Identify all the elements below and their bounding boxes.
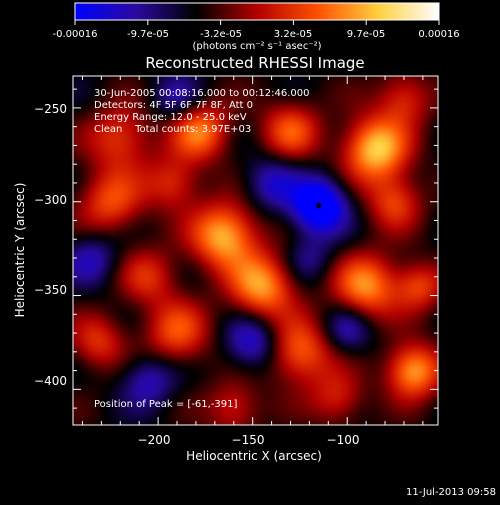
- colorbar-tick-label: 0.00016: [418, 29, 459, 40]
- peak-dot: [316, 202, 322, 208]
- colorbar-units: (photons cm⁻² s⁻¹ asec⁻²): [192, 41, 321, 52]
- colorbar-tick-label: 3.2e-05: [274, 29, 312, 40]
- peak-marker: [316, 202, 322, 208]
- plot-frame: [72, 75, 439, 426]
- plot-timestamp: 11-Jul-2013 09:58: [406, 487, 496, 498]
- colorbar-tick-label: -0.00016: [53, 29, 98, 40]
- peak-position-label: Position of Peak = [-61,-391]: [94, 399, 238, 410]
- y-tick-label: −300: [34, 193, 67, 207]
- x-tick-label: −200: [138, 433, 171, 447]
- chart-title: Reconstructed RHESSI Image: [145, 54, 364, 72]
- heatmap-image: [73, 76, 438, 425]
- x-axis-label: Heliocentric X (arcsec): [186, 449, 322, 463]
- y-tick-label: −400: [34, 374, 67, 388]
- info-time-range: 30-Jun-2005 00:08:16.000 to 00:12:46.000: [94, 88, 310, 99]
- colorbar-tick-label: 9.7e-05: [347, 29, 385, 40]
- axis-ticks: [73, 76, 438, 425]
- info-detectors: Detectors: 4F 5F 6F 7F 8F, Att 0: [94, 100, 253, 111]
- colorbar-tick-label: -3.2e-05: [200, 29, 242, 40]
- y-axis-label: Heliocentric Y (arcsec): [13, 183, 27, 318]
- info-energy-range: Energy Range: 12.0 - 25.0 keV: [94, 112, 247, 123]
- x-tick-label: −100: [327, 433, 360, 447]
- colorbar-tick-label: -9.7e-05: [127, 29, 169, 40]
- y-tick-label: −250: [34, 102, 67, 116]
- info-clean-counts: Clean Total counts: 3.97E+03: [94, 124, 251, 135]
- x-tick-label: −150: [232, 433, 265, 447]
- colorbar: [74, 2, 440, 21]
- y-tick-label: −350: [34, 283, 67, 297]
- colorbar-ticks: [74, 20, 440, 25]
